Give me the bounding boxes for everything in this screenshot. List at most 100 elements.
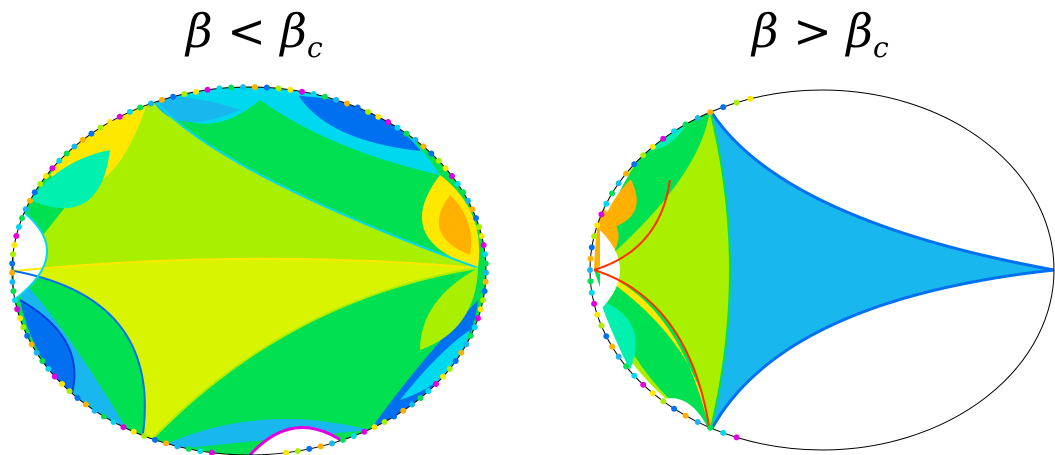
boundary-dot (9, 278, 16, 285)
boundary-dot (594, 222, 601, 229)
beta-less-than-critical-label: β < βc (186, 4, 323, 64)
tiling-fill (593, 109, 1054, 433)
boundary-dot (480, 242, 487, 249)
boundary-dot (43, 173, 49, 179)
boundary-dot (694, 419, 701, 425)
left-aqua (600, 300, 636, 370)
boundary-dot (720, 104, 727, 111)
geodesic-arc (19, 299, 76, 401)
boundary-dot (88, 130, 95, 137)
boundary-dot (475, 315, 481, 322)
boundary-dot (59, 381, 65, 387)
boundary-dot (471, 324, 478, 331)
boundary-dot (74, 395, 81, 401)
boundary-dot (465, 197, 471, 204)
boundary-dot (649, 390, 656, 397)
boundary-dot (240, 84, 247, 91)
boundary-dot (100, 413, 107, 420)
boundary-dot (56, 157, 63, 164)
boundary-dot (170, 93, 177, 100)
boundary-dot (473, 215, 479, 222)
geodesic-arc (593, 179, 671, 271)
geodesic-arc (13, 270, 146, 453)
boundary-dot (15, 224, 22, 230)
boundary-dot (97, 124, 104, 131)
boundary-dot (12, 297, 18, 304)
boundary-dot (193, 88, 199, 95)
boundary-dot (152, 436, 158, 443)
large-blue-triangle (710, 110, 1054, 432)
boundary-dot (482, 278, 489, 285)
boundary-dot (609, 343, 616, 350)
boundary-dot (412, 136, 419, 143)
boundary-dot (476, 224, 483, 230)
left-fan-green-upper (594, 110, 710, 270)
relation-symbol: < (227, 4, 266, 58)
boundary-dot (361, 428, 368, 435)
boundary-dot (148, 100, 154, 107)
boundary-dot (275, 85, 282, 92)
boundary-dot (458, 349, 465, 356)
boundary-dot (185, 445, 192, 452)
boundary-dot (208, 449, 215, 455)
boundary-dot (454, 181, 461, 187)
panel-beta-above-critical: β > βc (540, 0, 1055, 455)
geodesic-arc (593, 269, 711, 433)
boundary-dot (120, 424, 127, 431)
geodesic-arc (139, 267, 479, 453)
boundary-dot (10, 288, 17, 295)
boundary-dot (371, 424, 378, 431)
tiling-fill (12, 87, 486, 455)
boundary-dot (682, 121, 689, 128)
boundary-dot (299, 88, 305, 95)
boundary-dot (49, 165, 56, 172)
boundary-dot (425, 388, 432, 395)
boundary-dot (435, 157, 442, 164)
lower-right-cyan (400, 330, 470, 400)
boundary-dot (317, 443, 324, 450)
boundary-dot (588, 289, 595, 296)
boundary-dot (631, 372, 638, 379)
boundary-dot (481, 288, 488, 295)
boundary-dot (420, 143, 427, 150)
boundary-dot (126, 108, 133, 115)
boundary-dot (428, 150, 435, 157)
boundary-dot (394, 124, 401, 131)
boundary-dot (403, 130, 410, 137)
boundary-dot (158, 96, 165, 103)
critical-subscript: c (872, 31, 889, 64)
boundary-dot (19, 215, 25, 222)
geodesic-arc (709, 109, 731, 433)
boundary-dot (106, 119, 113, 125)
boundary-dot (163, 440, 169, 447)
boundary-dot (660, 135, 667, 142)
lower-left-blue (14, 271, 140, 452)
boundary-dot (197, 448, 204, 455)
boundary-dot (478, 233, 485, 239)
boundary-dot (283, 449, 290, 455)
right-lime (420, 268, 478, 350)
left-fan-green-lower (594, 270, 710, 432)
boundary-dot (598, 322, 605, 329)
boundary-dot (587, 255, 594, 262)
boundary-dot (116, 113, 123, 120)
upper-right-blue (300, 96, 420, 150)
boundary-dot (91, 407, 98, 414)
boundary-dot (733, 99, 740, 106)
critical-beta-symbol: β (280, 4, 307, 58)
boundary-dot (31, 189, 38, 196)
boundary-dot (460, 189, 467, 196)
boundary-dot (733, 434, 740, 441)
boundary-dot (79, 136, 86, 143)
boundary-dot (591, 300, 598, 307)
boundary-dot (467, 332, 474, 339)
boundary-dot (440, 373, 447, 380)
boundary-dot (649, 143, 656, 150)
beta-symbol: β (752, 4, 779, 58)
boundary-dot (350, 433, 357, 439)
boundary-dot (137, 104, 144, 111)
boundary-dot (321, 93, 328, 100)
boundary-dot (603, 200, 610, 207)
boundary-dot (747, 95, 754, 102)
boundary-dot (22, 206, 29, 213)
